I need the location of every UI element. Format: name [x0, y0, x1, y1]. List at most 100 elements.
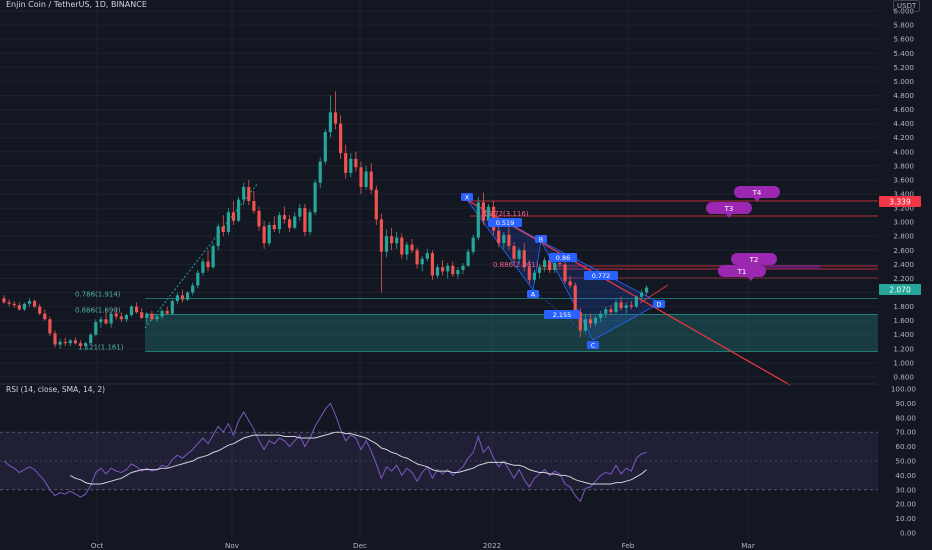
rsi-tick-label: 100.00: [891, 385, 917, 394]
candle: [242, 182, 246, 206]
candle-body: [543, 260, 547, 268]
target-t1-balloon[interactable]: T1: [718, 265, 766, 281]
fib-zone: 0.786(1.914) 0.886(1.690) 1.121(1.161): [75, 291, 878, 352]
candle-body: [155, 316, 159, 320]
price-tick-label: 1.200: [893, 344, 914, 353]
candle: [604, 306, 608, 318]
candle: [512, 241, 516, 263]
candle: [395, 232, 399, 249]
candle-body: [604, 309, 608, 314]
candle-body: [170, 300, 174, 314]
chart-grid: [0, 0, 878, 540]
rsi-panel: [0, 383, 878, 503]
candle: [588, 313, 593, 328]
candle-body: [553, 262, 557, 270]
candle-body: [344, 153, 348, 173]
candle-body: [588, 319, 593, 324]
price-badge-top: 3.339: [879, 196, 921, 207]
candle: [160, 309, 164, 320]
currency-button[interactable]: USDT: [893, 0, 921, 12]
candle: [410, 239, 414, 254]
svg-text:X: X: [465, 194, 470, 202]
candle-body: [624, 305, 628, 308]
candle-body: [435, 267, 440, 276]
svg-text:T3: T3: [724, 205, 734, 213]
candle: [532, 270, 536, 283]
price-tick-label: 1.600: [893, 316, 914, 325]
candle-body: [476, 202, 480, 238]
target-band: [720, 265, 820, 269]
candle: [634, 295, 638, 308]
candle-body: [48, 319, 52, 334]
price-tick-label: 2.800: [893, 232, 914, 241]
candle: [400, 233, 404, 259]
candle: [84, 341, 88, 351]
candle: [247, 179, 251, 206]
price-axis[interactable]: 6.0005.8005.6005.4005.2005.0004.8004.600…: [893, 7, 914, 382]
target-t4-balloon[interactable]: T4: [734, 186, 780, 202]
candle: [180, 289, 185, 303]
price-tick-label: 1.400: [893, 330, 914, 339]
price-tick-label: 4.600: [893, 105, 914, 114]
candle: [68, 338, 72, 346]
candle-body: [145, 313, 149, 318]
candle: [594, 316, 598, 327]
candle: [614, 299, 618, 314]
candle: [89, 333, 93, 345]
time-tick-label: Mar: [741, 541, 755, 550]
candle-body: [328, 112, 332, 133]
target-t3-balloon[interactable]: T3: [706, 202, 752, 218]
rsi-axis[interactable]: 100.00 90.00 80.00 70.00 60.00 50.00 40.00 30.0…: [891, 385, 917, 538]
fib-zone-rect: [145, 314, 878, 352]
candle: [441, 260, 445, 276]
candle: [446, 262, 450, 279]
candle: [12, 300, 16, 308]
candle-body: [129, 306, 134, 316]
price-tick-label: 2.200: [893, 274, 914, 283]
candle-body: [216, 226, 220, 247]
candle-body: [512, 246, 516, 259]
candle-body: [12, 303, 16, 306]
svg-text:T4: T4: [752, 189, 762, 197]
candle-body: [573, 285, 577, 313]
candle: [27, 298, 32, 307]
candle-body: [231, 212, 236, 221]
candle-body: [481, 202, 485, 221]
price-badges: 3.339 2.070: [879, 196, 921, 295]
candle-body: [191, 285, 195, 293]
rsi-line: [3, 402, 647, 503]
candle: [481, 192, 485, 225]
candle-body: [206, 261, 210, 268]
ratio-cd-badge: 2.155: [544, 310, 580, 319]
candle: [390, 227, 394, 251]
candle: [288, 215, 292, 232]
svg-text:0.772: 0.772: [592, 272, 611, 280]
candle-body: [68, 340, 72, 344]
svg-text:2.155: 2.155: [553, 311, 572, 319]
candle-body: [415, 250, 419, 265]
candle-body: [405, 244, 409, 255]
time-axis[interactable]: Oct Nov Dec 2022 Feb Mar: [91, 541, 755, 550]
candle: [303, 203, 307, 237]
candle: [645, 285, 649, 296]
candle: [94, 319, 98, 337]
candle: [333, 91, 338, 130]
candle: [415, 247, 419, 269]
trendline: [466, 199, 791, 386]
rsi-tick-label: 0.00: [900, 529, 916, 538]
candle: [252, 191, 256, 214]
pattern-badges: X A B C D 0.519 0.86 2.155: [461, 193, 665, 350]
candle-body: [486, 206, 491, 221]
candle-body: [379, 219, 383, 252]
candle-body: [374, 189, 378, 220]
candle-body: [237, 199, 241, 221]
candle: [629, 300, 633, 310]
fib-mid-label: 0.886(2.361): [493, 261, 539, 269]
candle: [17, 302, 21, 311]
candle: [104, 310, 108, 325]
candle: [145, 312, 149, 324]
candle: [471, 234, 475, 255]
candle-body: [242, 186, 246, 200]
candle-body: [22, 303, 26, 310]
